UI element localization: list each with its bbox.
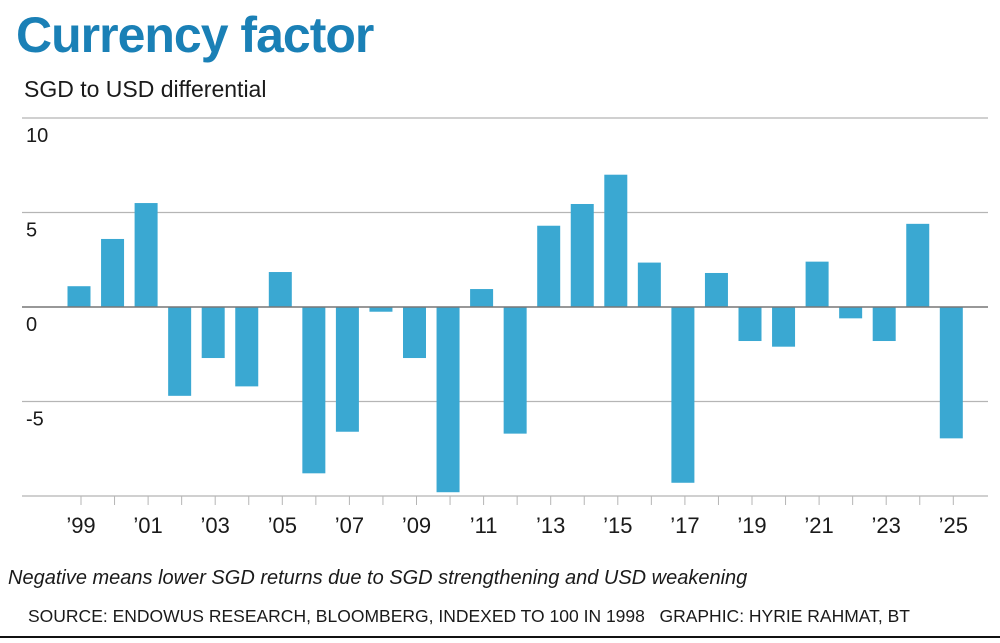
bars: [67, 174, 963, 493]
chart-subtitle: SGD to USD differential: [24, 76, 267, 102]
bar-2007: [335, 307, 359, 432]
y-tick-label: 10: [26, 125, 48, 147]
x-tick-label: ’11: [470, 513, 498, 538]
source-credit: SOURCE: ENDOWUS RESEARCH, BLOOMBERG, IND…: [28, 606, 910, 626]
x-tick-label: ’01: [133, 513, 162, 538]
bar-2000: [101, 238, 125, 307]
bar-2004: [235, 307, 259, 387]
x-tick-label: ’15: [603, 513, 632, 538]
x-tick-label: ’13: [536, 513, 565, 538]
bar-2022: [839, 307, 863, 319]
bar-2015: [604, 174, 628, 307]
bar-2010: [436, 307, 460, 493]
x-tick-label: ’23: [872, 513, 901, 538]
y-axis-labels: 10 5 0 -5: [26, 125, 48, 431]
bar-2020: [772, 307, 796, 347]
bar-2009: [403, 307, 426, 359]
bar-2003: [201, 307, 225, 359]
bar-2014: [570, 203, 594, 307]
bar-2006: [302, 307, 326, 474]
bar-2016: [637, 262, 661, 307]
x-tick-label: ’03: [201, 513, 230, 538]
bar-chart: 10 5 0 -5 ’99 ’01 ’03 ’05 ’07 ’09 ’11 ’13 ’15 ’17 ’19…: [22, 117, 988, 538]
bar-2025: [939, 307, 963, 439]
y-tick-label: -5: [26, 409, 44, 431]
bar-2001: [134, 203, 158, 307]
bar-2021: [805, 261, 829, 307]
x-tick-label: ’99: [66, 513, 95, 538]
bar-2002: [168, 307, 192, 396]
bar-2017: [671, 307, 695, 483]
y-tick-label: 5: [26, 220, 37, 242]
x-tick-label: ’21: [804, 513, 833, 538]
x-axis: ’99 ’01 ’03 ’05 ’07 ’09 ’11 ’13 ’15 ’17 ’19 ’21 ’23 ’…: [22, 495, 988, 538]
bar-2012: [503, 307, 527, 434]
x-tick-label: ’07: [335, 513, 364, 538]
bar-2019: [738, 307, 762, 342]
bar-2024: [906, 223, 930, 307]
bar-1999: [67, 286, 91, 307]
y-tick-label: 0: [26, 314, 37, 336]
x-tick-label: ’19: [737, 513, 766, 538]
bar-2008: [369, 307, 393, 312]
x-tick-label: ’25: [939, 513, 968, 538]
bar-2013: [537, 225, 561, 307]
chart-note: Negative means lower SGD returns due to …: [8, 567, 748, 589]
x-tick-label: ’17: [670, 513, 699, 538]
bar-2011: [470, 289, 494, 307]
bottom-divider: [0, 636, 1000, 638]
bar-2005: [268, 272, 292, 307]
x-tick-label: ’05: [268, 513, 297, 538]
chart-title: Currency factor: [16, 7, 374, 63]
bar-2023: [872, 307, 896, 342]
x-tick-label: ’09: [402, 513, 431, 538]
bar-2018: [704, 272, 728, 307]
